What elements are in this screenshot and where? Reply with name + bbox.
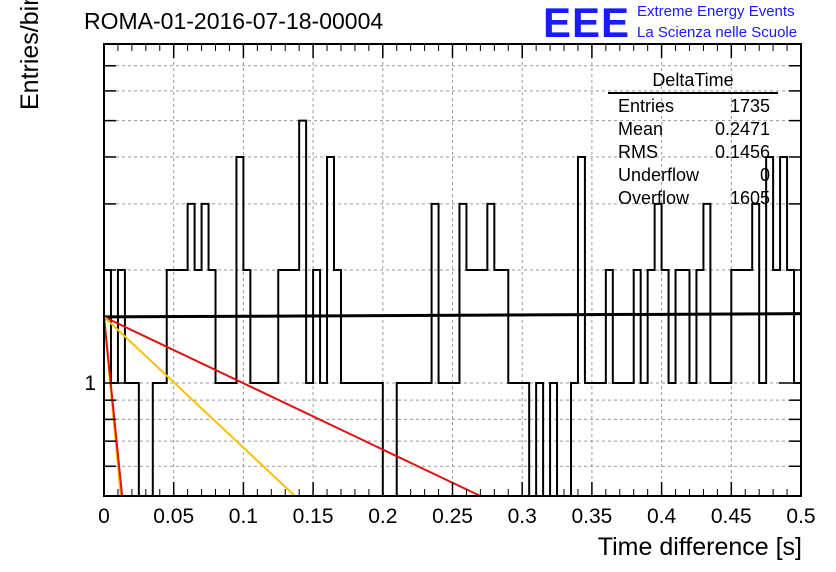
histogram-outline <box>104 119 801 497</box>
fit-line <box>103 315 481 497</box>
stats-label: RMS <box>618 142 658 162</box>
x-tick-label: 0 <box>98 505 110 528</box>
x-axis-label: Time difference [s] <box>597 533 802 561</box>
fit-line <box>103 312 802 319</box>
stats-row: Mean 0.2471 <box>608 119 778 142</box>
stats-value: 1605 <box>729 188 770 208</box>
stats-row: Overflow 1605 <box>608 188 778 211</box>
histogram-series <box>104 119 801 497</box>
eee-logo: EEE <box>543 0 631 46</box>
fit-line <box>103 316 296 497</box>
stats-value: 1735 <box>729 96 770 116</box>
stats-value: 0.1456 <box>714 142 770 162</box>
axis-ticks <box>103 44 802 496</box>
tick-labels: 0 0.05 0.1 0.15 0.2 0.25 0.3 0.35 0.4 0.45 0.5 1 <box>84 372 815 528</box>
stats-label: Entries <box>618 96 675 116</box>
stats-label: Overflow <box>618 188 690 208</box>
brand-line-1: Extreme Energy Events <box>637 3 795 20</box>
x-tick-label: 0.35 <box>571 505 612 528</box>
fit-lines <box>103 312 802 497</box>
x-tick-label: 0.25 <box>432 505 473 528</box>
x-tick-label: 0.15 <box>293 505 334 528</box>
fit-line <box>103 316 124 497</box>
stats-value: 0 <box>759 165 770 185</box>
stats-row: Underflow 0 <box>608 165 778 188</box>
x-tick-label: 0.05 <box>153 505 194 528</box>
stats-title: DeltaTime <box>608 70 778 94</box>
stats-row: RMS 0.1456 <box>608 142 778 165</box>
x-tick-label: 0.3 <box>508 505 537 528</box>
stats-row: Entries 1735 <box>608 96 778 119</box>
run-title: ROMA-01-2016-07-18-00004 <box>84 8 384 34</box>
stats-label: Underflow <box>618 165 700 185</box>
x-tick-label: 0.45 <box>711 505 752 528</box>
x-tick-label: 0.4 <box>647 505 677 528</box>
y-axis-label: Entries/bin <box>16 0 44 110</box>
x-tick-label: 0.2 <box>368 505 397 528</box>
stats-box: DeltaTime Entries 1735 Mean 0.2471 RMS 0.14… <box>608 70 778 211</box>
y-tick-label: 1 <box>84 372 96 395</box>
stats-label: Mean <box>618 119 664 139</box>
x-tick-label: 0.5 <box>786 505 815 528</box>
x-tick-label: 0.1 <box>229 505 258 528</box>
brand-line-2: La Scienza nelle Scuole <box>637 24 798 41</box>
stats-value: 0.2471 <box>714 119 770 139</box>
